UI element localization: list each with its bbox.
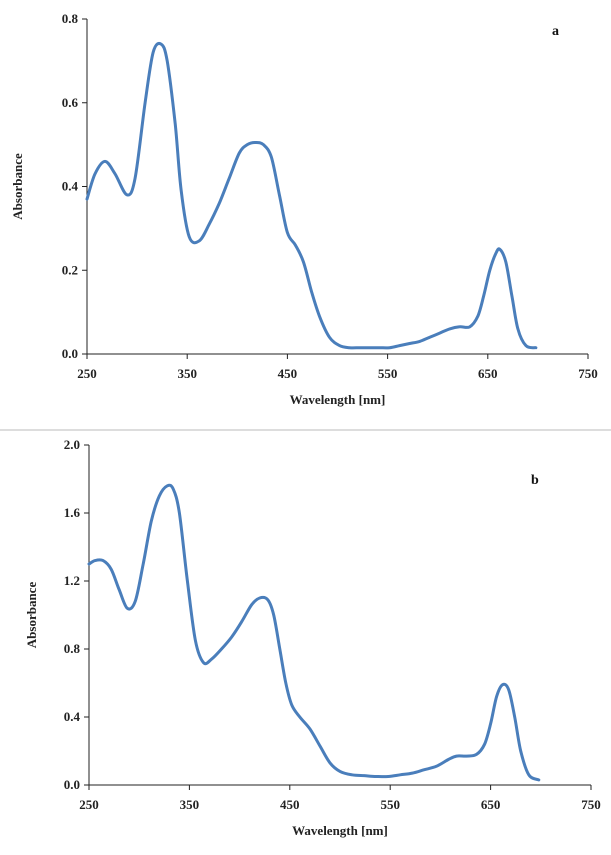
y-axis-title-a: Absorbance bbox=[10, 153, 25, 220]
y-tick-label: 2.0 bbox=[64, 437, 80, 452]
y-tick-label: 0.2 bbox=[62, 262, 78, 277]
x-tick-label: 550 bbox=[380, 797, 400, 812]
x-tick-label: 550 bbox=[378, 366, 398, 381]
y-tick-label: 0.8 bbox=[62, 11, 79, 26]
y-tick-label: 0.8 bbox=[64, 641, 81, 656]
panel-label-b: b bbox=[531, 473, 539, 488]
panel-label-a: a bbox=[552, 24, 559, 39]
absorbance-curve-a bbox=[85, 41, 538, 350]
y-tick-label: 0.4 bbox=[62, 179, 79, 194]
x-tick-label: 750 bbox=[581, 797, 601, 812]
x-tick-label: 350 bbox=[180, 797, 200, 812]
y-tick-label: 1.2 bbox=[64, 573, 80, 588]
chart-panel-a: a Wavelength [nm] Absorbance 250 350 450 55… bbox=[10, 11, 598, 407]
y-tick-label: 0.6 bbox=[62, 95, 79, 110]
x-tick-label: 450 bbox=[280, 797, 300, 812]
y-tick-label: 1.6 bbox=[64, 505, 81, 520]
x-tick-label: 350 bbox=[177, 366, 197, 381]
absorbance-curve-b bbox=[87, 483, 541, 782]
x-tick-label: 750 bbox=[578, 366, 598, 381]
y-tick-label: 0.0 bbox=[64, 777, 80, 792]
x-tick-label: 250 bbox=[79, 797, 99, 812]
x-tick-label: 450 bbox=[278, 366, 298, 381]
y-axis-title-b: Absorbance bbox=[24, 582, 39, 649]
x-axis-title-a: Wavelength [nm] bbox=[290, 392, 386, 407]
x-tick-label: 650 bbox=[478, 366, 498, 381]
x-axis-title-b: Wavelength [nm] bbox=[292, 823, 388, 838]
y-tick-label: 0.0 bbox=[62, 346, 78, 361]
chart-panel-b: b Wavelength [nm] Absorbance 250 350 450 55… bbox=[24, 437, 601, 838]
y-tick-label: 0.4 bbox=[64, 709, 81, 724]
x-tick-label: 650 bbox=[481, 797, 501, 812]
x-tick-label: 250 bbox=[77, 366, 97, 381]
